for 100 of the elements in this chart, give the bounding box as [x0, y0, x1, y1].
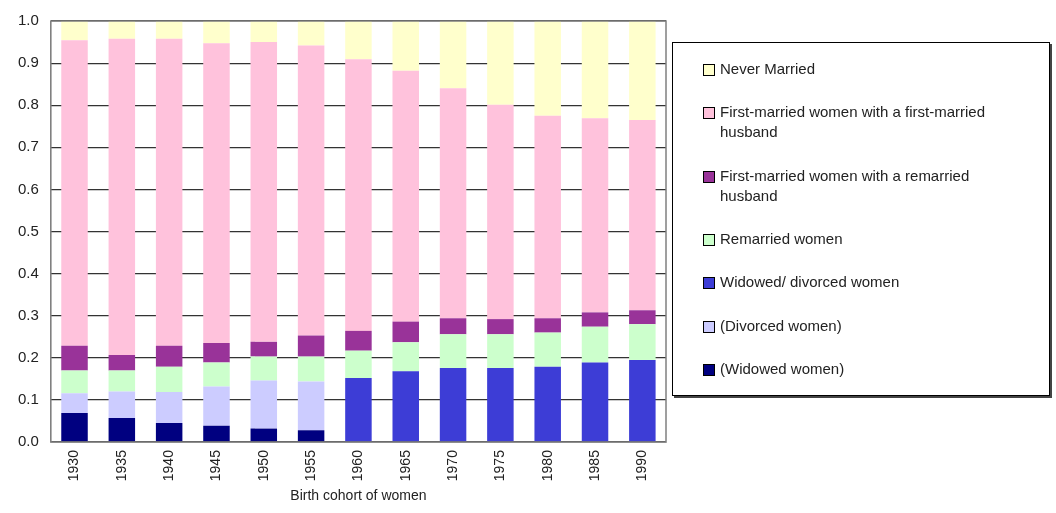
bar: [345, 59, 372, 331]
bar: [155, 423, 183, 442]
bar: [203, 43, 230, 344]
bar: [61, 413, 88, 442]
bar: [629, 21, 656, 120]
bar: [203, 343, 230, 363]
bar: [534, 332, 561, 367]
bar: [250, 380, 278, 429]
bar: [487, 319, 514, 335]
x-tick-label: 1940: [160, 449, 177, 482]
bar: [345, 378, 372, 442]
bar: [203, 362, 230, 387]
y-tick-label: 0.4: [17, 263, 39, 281]
x-tick-label: 1980: [538, 449, 555, 482]
bar: [629, 359, 656, 442]
x-axis-title: Birth cohort of women: [290, 487, 427, 504]
bar: [203, 425, 230, 442]
bar: [534, 318, 561, 333]
bar: [439, 334, 467, 368]
x-tick-label: 1935: [112, 449, 129, 482]
bar: [108, 370, 136, 392]
bar: [108, 391, 136, 419]
bar: [108, 354, 136, 371]
bar: [392, 371, 419, 442]
bar: [345, 21, 372, 60]
legend-label: (Divorced women): [720, 315, 842, 336]
bar: [392, 70, 419, 322]
y-tick-label: 1.0: [17, 11, 39, 29]
bar: [629, 324, 656, 360]
legend-label: First-married women with a remarried husband: [720, 165, 971, 206]
bar: [203, 386, 230, 426]
bar: [203, 21, 230, 44]
y-tick-label: 0.3: [17, 305, 39, 323]
bar: [250, 341, 278, 357]
x-tick-label: 1965: [396, 449, 413, 482]
bar: [392, 342, 419, 372]
bar: [581, 21, 609, 119]
x-tick-label: 1930: [65, 449, 82, 482]
bar: [487, 367, 514, 442]
legend-label: Widowed/ divorced women: [720, 272, 900, 293]
x-tick-label: 1990: [633, 449, 650, 482]
bar: [534, 21, 561, 116]
bar: [487, 334, 514, 368]
bar: [155, 38, 183, 346]
bar: [534, 115, 561, 319]
bar: [61, 40, 88, 346]
bar: [155, 391, 183, 424]
bar: [439, 88, 467, 319]
bar: [108, 38, 136, 355]
y-tick-label: 0.0: [17, 432, 39, 450]
y-tick-label: 0.9: [17, 53, 39, 71]
bar: [581, 118, 609, 313]
y-tick-label: 0.1: [17, 390, 39, 408]
bar: [61, 345, 88, 371]
bar: [155, 366, 183, 392]
legend-label: First-married women with a first-married husband: [720, 102, 987, 143]
bar: [297, 356, 325, 382]
x-tick-label: 1955: [301, 449, 318, 482]
y-tick-label: 0.8: [17, 95, 39, 113]
bar: [61, 21, 88, 41]
y-tick-label: 0.6: [17, 179, 39, 197]
bar: [392, 321, 419, 343]
x-tick-label: 1975: [491, 449, 508, 482]
bar: [581, 312, 609, 327]
bar: [155, 21, 183, 39]
x-tick-label: 1960: [349, 449, 366, 482]
bar: [581, 362, 609, 442]
bar: [487, 21, 514, 105]
bar: [250, 42, 278, 342]
x-tick-label: 1950: [254, 449, 271, 482]
bar: [250, 356, 278, 381]
bar: [439, 21, 467, 89]
bar: [629, 310, 656, 325]
bar: [297, 21, 325, 46]
bar: [250, 21, 278, 43]
bar: [108, 21, 136, 39]
x-tick-label: 1970: [443, 449, 460, 482]
y-tick-label: 0.5: [17, 221, 39, 239]
legend-label: Remarried women: [720, 228, 843, 249]
x-tick-label: 1945: [207, 449, 224, 482]
x-tick-label: 1985: [585, 449, 602, 482]
bar: [392, 21, 419, 71]
bar: [108, 418, 136, 442]
bar: [534, 366, 561, 442]
bar: [61, 370, 88, 394]
bar: [61, 393, 88, 413]
bar: [155, 345, 183, 367]
legend-label: (Widowed women): [720, 359, 845, 380]
bar: [345, 350, 372, 379]
bar: [345, 330, 372, 351]
bar: [439, 318, 467, 335]
bar: [581, 326, 609, 363]
bar: [297, 45, 325, 336]
bar: [297, 381, 325, 431]
bar: [297, 335, 325, 357]
bar: [487, 104, 514, 320]
bar: [439, 367, 467, 442]
legend-label: Never Married: [720, 58, 816, 79]
bar: [250, 428, 278, 442]
y-tick-label: 0.2: [17, 347, 39, 365]
